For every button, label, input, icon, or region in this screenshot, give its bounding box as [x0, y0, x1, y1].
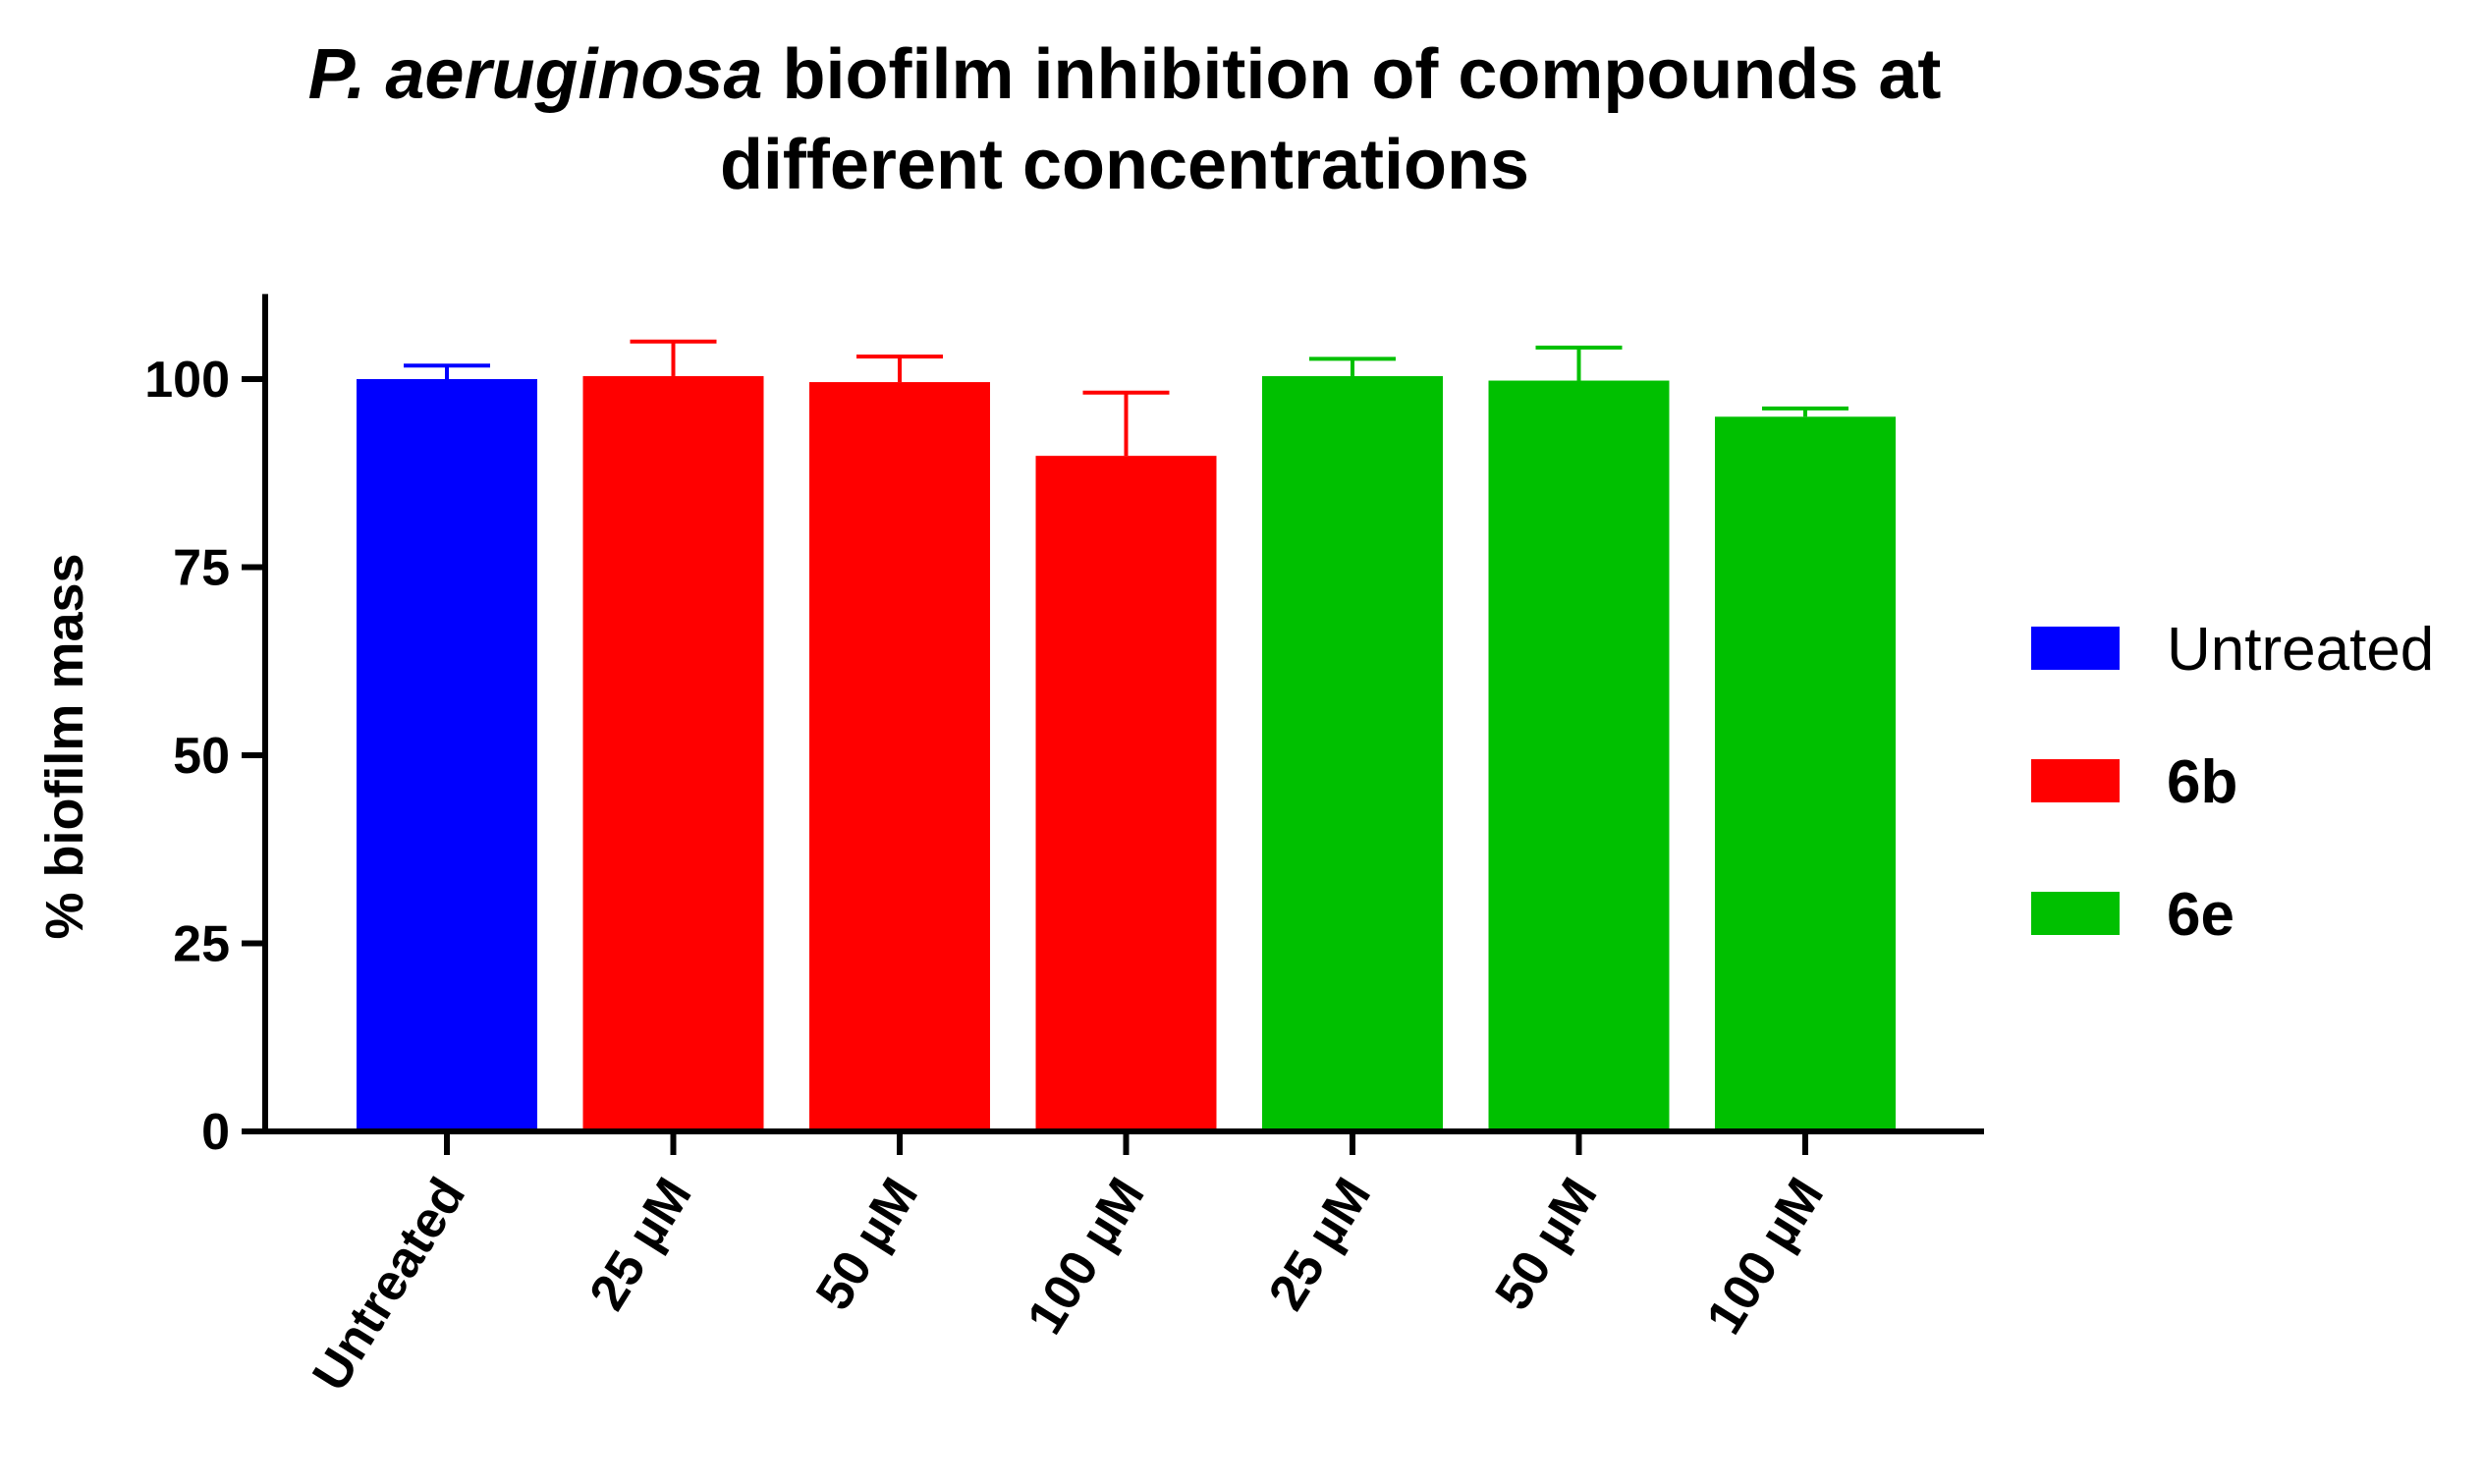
y-tick-label: 100: [144, 352, 230, 409]
x-tick-label: 100 µM: [1696, 1169, 1836, 1345]
legend: Untreated 6b 6e: [2031, 616, 2434, 949]
legend-label: 6e: [2167, 881, 2234, 949]
plot-area: 0 25 50 75 100 Untreated 25 µM 50 µM 100 µM 25 µM…: [144, 294, 1984, 1401]
bar: [809, 382, 990, 1132]
y-tick-label: 0: [201, 1104, 230, 1161]
x-tick-label: 25 µM: [579, 1169, 702, 1320]
x-tick-label: 100 µM: [1017, 1169, 1156, 1345]
bar: [582, 375, 764, 1131]
legend-swatch: [2031, 759, 2120, 802]
legend-label: Untreated: [2167, 616, 2434, 684]
chart-title-italic: P. aeruginosa: [308, 35, 763, 114]
bar: [1262, 375, 1443, 1131]
x-tick-label: Untreated: [302, 1169, 476, 1402]
legend-label: 6b: [2167, 748, 2237, 816]
bar: [357, 379, 537, 1131]
x-tick-label: 50 µM: [805, 1169, 929, 1320]
bar: [1035, 456, 1217, 1132]
y-tick-label: 75: [173, 540, 230, 597]
y-tick-label: 25: [173, 916, 230, 973]
chart-title: P. aeruginosa biofilm inhibition of comp…: [308, 35, 1942, 114]
x-tick-label: 50 µM: [1484, 1169, 1608, 1320]
bar: [1715, 416, 1896, 1131]
legend-swatch: [2031, 627, 2120, 670]
y-axis-label: % biofilm mass: [35, 553, 94, 939]
y-tick-label: 50: [173, 728, 230, 785]
chart-title-rest: biofilm inhibition of compounds at: [763, 35, 1942, 114]
x-tick-label: 25 µM: [1258, 1169, 1382, 1320]
chart-title-line2: different concentrations: [720, 126, 1529, 204]
legend-swatch: [2031, 892, 2120, 935]
bar: [1488, 380, 1670, 1132]
